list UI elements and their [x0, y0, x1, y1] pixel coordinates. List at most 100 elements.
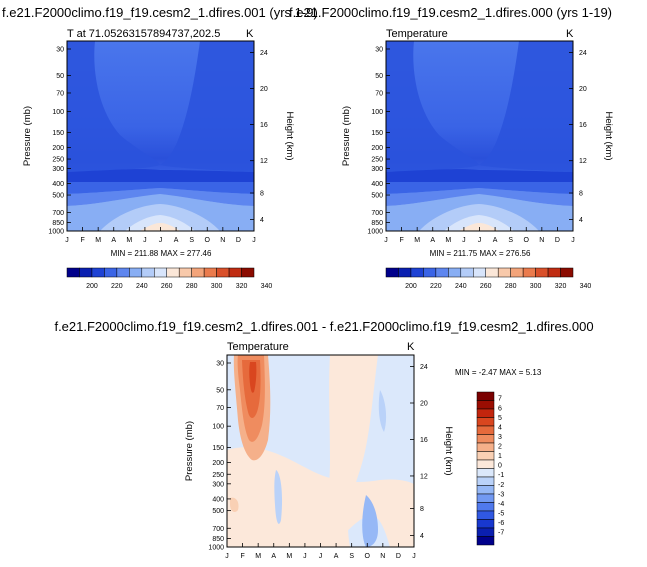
colorbar-swatch — [476, 476, 495, 486]
colorbar-label: 2 — [498, 444, 502, 451]
height-tick-label: 12 — [579, 158, 587, 165]
colorbar-label: 7 — [498, 396, 502, 403]
pressure-tick-label: 150 — [52, 130, 64, 137]
right-panel: f.e21.F2000climo.f19_f19.cesm2_1.dfires.… — [289, 5, 614, 290]
right-band-lower-2 — [386, 182, 573, 194]
colorbar-swatch — [476, 417, 495, 427]
height-tick-label: 20 — [420, 401, 428, 408]
left-y-ticks: 30 50 70 100 150 200 250 300 400 500 700 850 1000 — [48, 47, 71, 236]
diff-ylabel-right: Height (km) — [443, 426, 454, 475]
pressure-tick-label: 700 — [371, 210, 383, 217]
colorbar-swatch — [476, 519, 495, 529]
diff-cool-streak — [274, 470, 283, 524]
colorbar-swatch — [66, 267, 80, 278]
colorbar-label: 4 — [498, 424, 502, 431]
pressure-tick-label: 30 — [375, 47, 383, 54]
colorbar-swatch — [423, 267, 437, 278]
right-main-title: f.e21.F2000climo.f19_f19.cesm2_1.dfires.… — [289, 5, 612, 20]
colorbar-swatch — [476, 493, 495, 503]
height-tick-label: 4 — [579, 217, 583, 224]
pressure-tick-label: 30 — [56, 47, 64, 54]
colorbar-swatch — [166, 267, 180, 278]
colorbar-swatch — [448, 267, 462, 278]
pressure-tick-label: 500 — [212, 508, 224, 515]
colorbar-swatch — [473, 267, 486, 278]
pressure-tick-label: 700 — [52, 210, 64, 217]
pressure-tick-label: 250 — [371, 157, 383, 164]
colorbar-label: 220 — [430, 283, 442, 290]
diff-y-ticks: 30 50 70 100 150 200 250 300 400 500 700 850 1000 — [208, 361, 231, 552]
colorbar-swatch — [476, 468, 495, 478]
colorbar-swatch — [476, 485, 495, 495]
colorbar-swatch — [476, 391, 495, 401]
colorbar-label: 340 — [580, 283, 592, 290]
pressure-tick-label: 400 — [212, 496, 224, 503]
colorbar-swatch — [410, 267, 424, 278]
month-tick-label: J — [384, 237, 388, 244]
colorbar-swatch — [385, 267, 399, 278]
month-tick-label: D — [555, 237, 560, 244]
pressure-tick-label: 200 — [52, 145, 64, 152]
right-height-ticks: 24 20 16 12 8 4 — [569, 50, 587, 224]
colorbar-swatch — [522, 267, 536, 278]
colorbar-label: 3 — [498, 434, 502, 441]
month-tick-label: O — [365, 553, 371, 560]
month-tick-label: M — [95, 237, 101, 244]
left-subtitle: T at 71.05263157894737,202.5 — [67, 28, 220, 40]
colorbar-swatch — [91, 267, 105, 278]
month-tick-label: M — [414, 237, 420, 244]
colorbar-swatch — [228, 267, 242, 278]
colorbar-label: -2 — [498, 482, 504, 489]
month-tick-label: J — [225, 553, 229, 560]
diff-warm-core-peak — [249, 362, 257, 393]
month-tick-label: S — [189, 237, 194, 244]
pressure-tick-label: 250 — [212, 472, 224, 479]
height-tick-label: 20 — [579, 86, 587, 93]
diff-cool-patch-1 — [362, 495, 378, 547]
right-minmax: MIN = 211.75 MAX = 276.56 — [430, 249, 531, 258]
month-tick-label: M — [126, 237, 132, 244]
colorbar-swatch — [216, 267, 230, 278]
colorbar-label: 240 — [136, 283, 148, 290]
colorbar-label: -4 — [498, 501, 504, 508]
left-band-lower-3 — [67, 188, 254, 206]
diff-minmax: MIN = -2.47 MAX = 5.13 — [455, 368, 542, 377]
height-tick-label: 20 — [260, 86, 268, 93]
pressure-tick-label: 150 — [212, 445, 224, 452]
month-tick-label: F — [399, 237, 403, 244]
colorbar-label: 200 — [405, 283, 417, 290]
month-tick-label: O — [205, 237, 211, 244]
diff-colorbar: 7 6 5 4 3 2 1 0 -1 -2 -3 -4 -5 -6 -7 — [476, 391, 504, 546]
month-tick-label: J — [159, 237, 163, 244]
month-tick-label: J — [252, 237, 256, 244]
right-band-lower-3 — [386, 188, 573, 206]
colorbar-swatch — [476, 400, 495, 410]
left-colorbar: 200 220 240 260 280 300 320 340 — [66, 267, 272, 290]
colorbar-label: -3 — [498, 491, 504, 498]
colorbar-label: 5 — [498, 415, 502, 422]
left-cold-region-east — [160, 41, 254, 172]
left-main-title: f.e21.F2000climo.f19_f19.cesm2_1.dfires.… — [2, 5, 318, 20]
colorbar-label: 320 — [555, 283, 567, 290]
month-tick-label: J — [571, 237, 575, 244]
colorbar-swatch — [129, 267, 143, 278]
colorbar-swatch — [476, 442, 495, 452]
colorbar-swatch — [460, 267, 474, 278]
colorbar-swatch — [547, 267, 561, 278]
colorbar-swatch — [116, 267, 130, 278]
month-tick-label: O — [524, 237, 530, 244]
colorbar-swatch — [79, 267, 93, 278]
height-tick-label: 16 — [420, 437, 428, 444]
right-plot-area — [385, 40, 574, 232]
right-subtitle: Temperature — [386, 28, 448, 40]
right-ylabel-right: Height (km) — [603, 111, 614, 160]
pressure-tick-label: 400 — [371, 181, 383, 188]
colorbar-swatch — [476, 434, 495, 444]
colorbar-label: 260 — [480, 283, 492, 290]
pressure-tick-label: 850 — [212, 536, 224, 543]
month-tick-label: A — [174, 237, 179, 244]
colorbar-swatch — [154, 267, 167, 278]
colorbar-swatch — [476, 527, 495, 537]
colorbar-label: 200 — [86, 283, 98, 290]
